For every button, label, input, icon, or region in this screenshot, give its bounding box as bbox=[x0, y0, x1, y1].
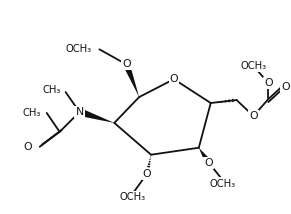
Polygon shape bbox=[123, 63, 139, 97]
Text: O: O bbox=[281, 82, 290, 92]
Text: CH₃: CH₃ bbox=[22, 108, 41, 118]
Text: O: O bbox=[122, 59, 131, 69]
Text: OCH₃: OCH₃ bbox=[65, 44, 91, 54]
Text: OCH₃: OCH₃ bbox=[210, 178, 236, 189]
Text: N: N bbox=[75, 107, 84, 117]
Polygon shape bbox=[199, 148, 212, 165]
Text: O: O bbox=[264, 78, 273, 88]
Text: O: O bbox=[23, 142, 32, 152]
Text: OCH₃: OCH₃ bbox=[119, 192, 145, 202]
Polygon shape bbox=[78, 108, 114, 123]
Text: CH₃: CH₃ bbox=[42, 85, 61, 95]
Text: O: O bbox=[170, 74, 178, 84]
Text: O: O bbox=[205, 158, 213, 168]
Text: OCH₃: OCH₃ bbox=[240, 61, 267, 71]
Text: O: O bbox=[249, 111, 258, 121]
Text: O: O bbox=[143, 169, 151, 179]
